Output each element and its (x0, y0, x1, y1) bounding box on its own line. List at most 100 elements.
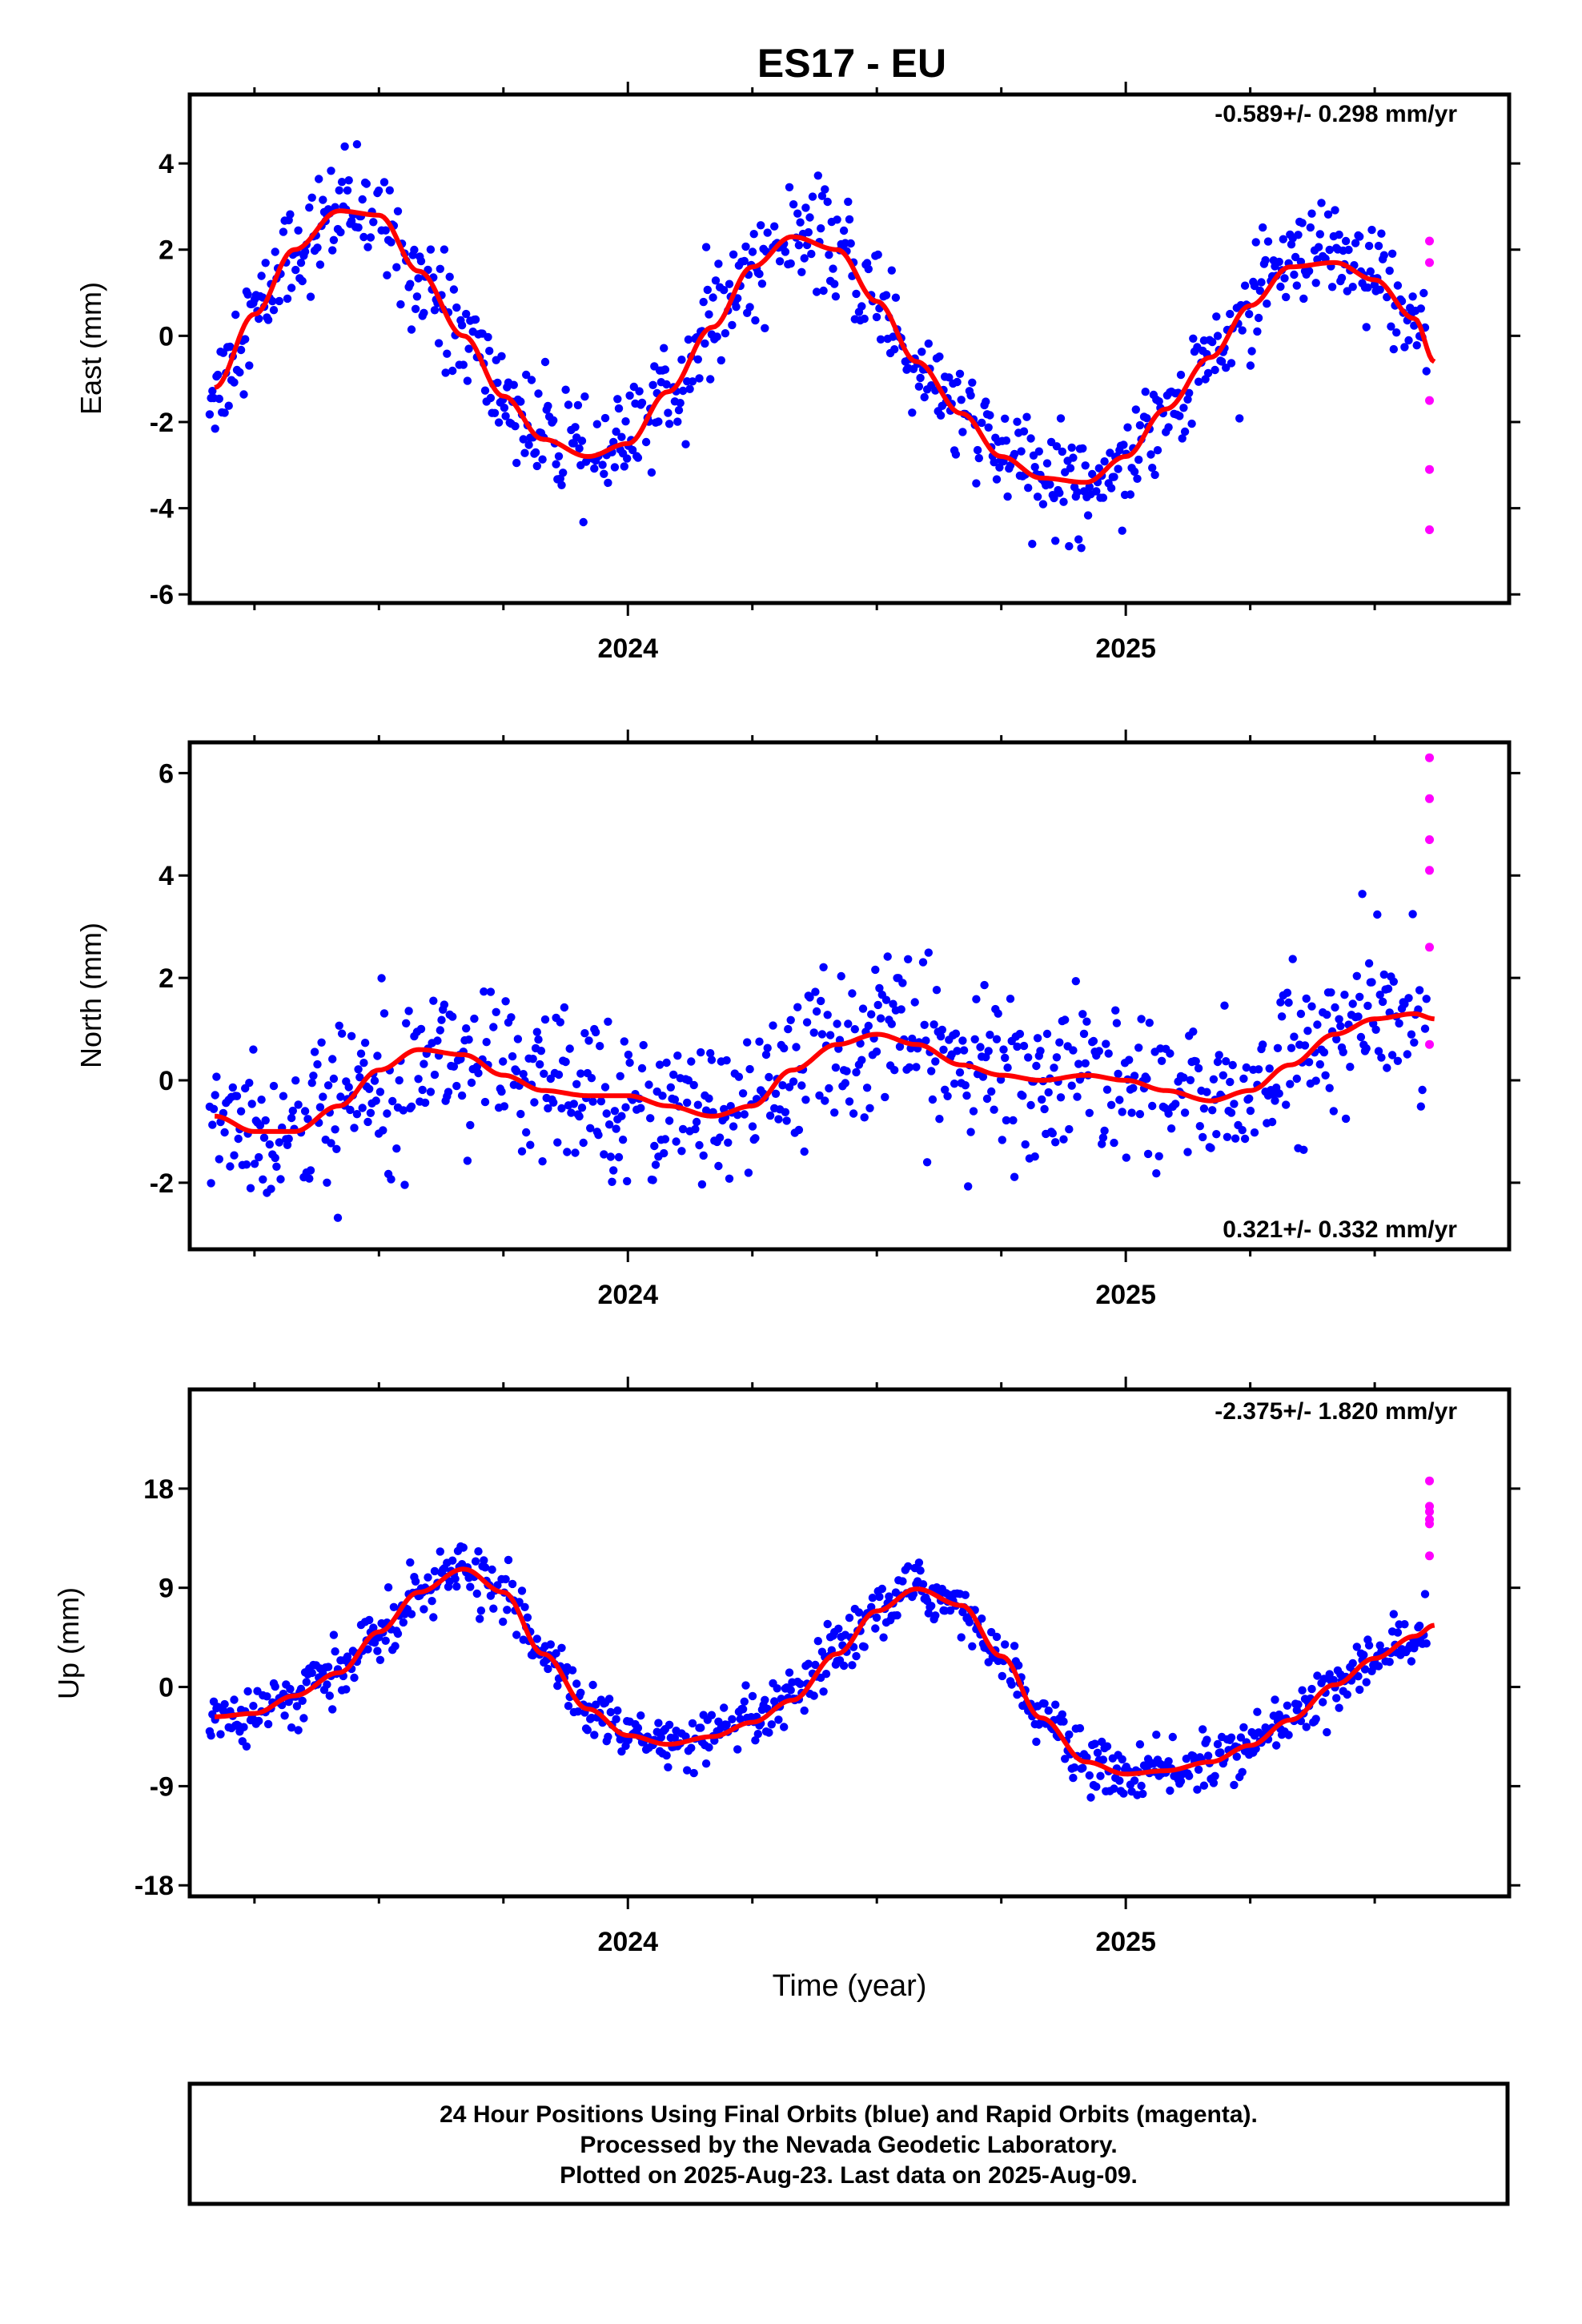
north-final-point (1199, 1132, 1207, 1142)
up-final-point (323, 1680, 331, 1689)
up-final-point (512, 1630, 521, 1639)
north-final-point (661, 1135, 670, 1144)
east-final-point (1282, 292, 1291, 302)
north-final-point (517, 1147, 527, 1156)
up-final-point (1271, 1695, 1279, 1704)
east-final-point (215, 394, 223, 404)
north-final-point (358, 1104, 367, 1112)
north-final-point (1311, 1076, 1320, 1085)
north-final-point (1275, 1089, 1283, 1098)
north-final-point (600, 1083, 610, 1092)
north-final-point (309, 1072, 318, 1080)
north-final-point (1395, 1019, 1403, 1028)
north-final-point (1166, 1049, 1174, 1058)
up-final-point (1400, 1620, 1409, 1629)
east-final-point (440, 245, 449, 254)
up-final-point (393, 1629, 403, 1638)
north-final-point (990, 1105, 998, 1114)
east-final-point (1317, 199, 1326, 207)
east-final-point (1247, 347, 1256, 356)
up-final-point (1415, 1621, 1424, 1630)
north-final-point (508, 1051, 517, 1061)
up-final-point (1007, 1680, 1016, 1689)
north-final-point (1145, 1019, 1154, 1027)
east-final-point (1092, 487, 1101, 496)
east-final-point (701, 339, 709, 348)
east-final-point (676, 399, 685, 408)
east-final-point (617, 432, 626, 441)
up-final-point (1307, 1684, 1316, 1694)
up-final-point (871, 1624, 880, 1633)
north-final-point (584, 1036, 593, 1045)
north-final-point (763, 1043, 772, 1052)
up-final-point (1164, 1757, 1173, 1766)
up-final-point (1343, 1690, 1352, 1699)
north-final-point (591, 1027, 600, 1037)
up-final-point (1098, 1737, 1106, 1747)
north-final-point (684, 1076, 693, 1085)
east-final-point (1017, 447, 1026, 456)
north-final-point (1315, 1059, 1325, 1069)
up-final-point (683, 1766, 692, 1775)
east-final-point (757, 279, 767, 288)
north-final-point (288, 1106, 297, 1116)
up-final-point (564, 1702, 573, 1711)
north-final-point (544, 1104, 552, 1113)
north-final-point (1226, 1077, 1235, 1087)
north-final-point (765, 1111, 775, 1120)
north-final-point (335, 1021, 343, 1031)
east-final-point (255, 314, 263, 324)
east-final-point (457, 321, 467, 330)
east-final-point (1400, 343, 1409, 352)
up-final-point (804, 1659, 813, 1668)
east-final-point (1387, 249, 1397, 258)
up-final-point (780, 1723, 789, 1731)
north-final-point (1362, 1044, 1371, 1053)
up-final-point (350, 1673, 359, 1683)
north-final-point (365, 1084, 374, 1094)
north-final-point (528, 1055, 537, 1063)
north-final-point (850, 1025, 860, 1034)
north-final-point (284, 1134, 293, 1144)
east-final-point (392, 263, 401, 271)
east-final-point (1208, 337, 1217, 347)
east-final-point (1276, 282, 1285, 292)
east-final-point (205, 410, 215, 419)
east-final-point (781, 247, 790, 256)
north-final-point (655, 1060, 665, 1069)
up-final-point (786, 1686, 795, 1695)
east-final-point (1375, 285, 1384, 294)
east-final-point (300, 247, 310, 256)
north-final-point (1171, 1100, 1180, 1108)
north-final-point (920, 1020, 929, 1030)
up-final-point (740, 1697, 749, 1706)
up-final-point (751, 1736, 760, 1745)
up-final-point (1352, 1642, 1362, 1651)
north-final-point (1331, 1003, 1339, 1012)
east-final-point (1257, 278, 1266, 287)
north-final-point (939, 1045, 948, 1055)
east-final-point (1146, 450, 1155, 459)
north-final-point (1410, 1038, 1419, 1047)
up-final-point (302, 1678, 311, 1687)
north-final-point (420, 1098, 430, 1108)
east-final-point (793, 209, 802, 218)
east-final-point (1001, 414, 1010, 423)
east-final-point (1067, 443, 1076, 452)
east-final-point (1212, 312, 1221, 321)
east-final-point (327, 167, 335, 175)
up-final-point (557, 1643, 566, 1652)
north-final-point (1194, 1063, 1203, 1073)
up-final-point (1051, 1700, 1060, 1709)
north-x-tick-label: 2024 (597, 1280, 658, 1310)
north-final-point (842, 1067, 851, 1076)
up-final-point (591, 1700, 600, 1709)
east-final-point (393, 207, 403, 215)
up-final-point (1203, 1735, 1211, 1744)
north-final-point (745, 1064, 754, 1074)
east-final-point (501, 412, 510, 420)
east-final-point (770, 222, 779, 231)
up-final-point (1422, 1639, 1431, 1648)
up-final-point (854, 1608, 864, 1617)
north-final-point (650, 1141, 659, 1151)
